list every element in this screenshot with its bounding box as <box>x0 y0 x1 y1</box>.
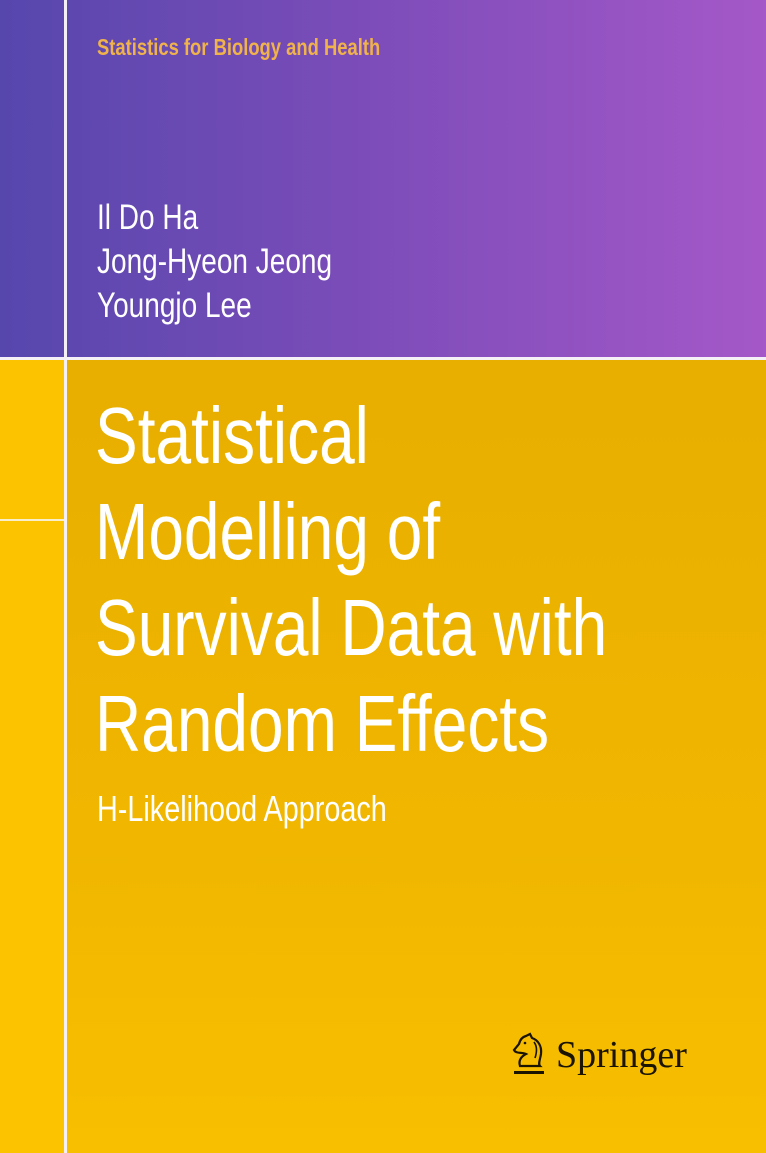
publisher-name: Springer <box>556 1034 687 1076</box>
short-divider <box>0 519 64 521</box>
top-purple-panel <box>0 0 766 357</box>
book-subtitle: H-Likelihood Approach <box>97 788 387 829</box>
series-name: Statistics for Biology and Health <box>97 34 381 60</box>
title-line: Statistical <box>95 391 369 480</box>
book-title: Statistical Modelling of Survival Data w… <box>95 388 607 772</box>
author: Il Do Ha <box>97 198 199 237</box>
title-line: Survival Data with <box>95 583 608 672</box>
authors: Il Do Ha Jong-Hyeon Jeong Youngjo Lee <box>97 196 332 328</box>
title-line: Modelling of <box>95 487 441 576</box>
bottom-yellow-panel <box>0 360 766 1153</box>
title-line: Random Effects <box>95 679 550 768</box>
horizontal-divider <box>0 357 766 360</box>
author: Youngjo Lee <box>97 286 252 325</box>
left-yellow-strip <box>0 360 64 1153</box>
author: Jong-Hyeon Jeong <box>97 242 333 281</box>
publisher-logo: Springer <box>510 1032 687 1078</box>
vertical-divider <box>64 0 67 1153</box>
knight-horse-icon <box>512 1032 544 1074</box>
